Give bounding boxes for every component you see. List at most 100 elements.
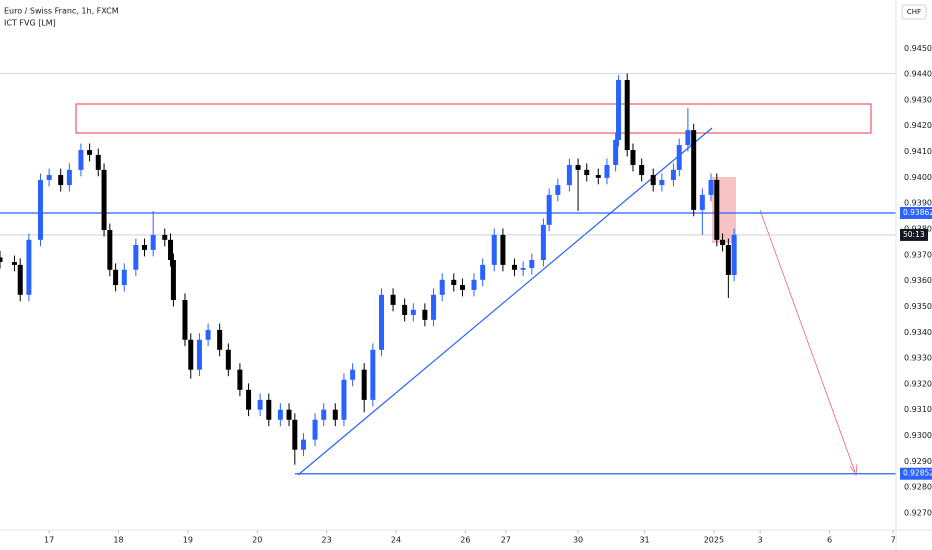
candle-body <box>78 149 84 170</box>
candle-body <box>11 262 17 265</box>
x-tick-label: 26 <box>460 536 470 545</box>
projection-arrow <box>759 209 856 473</box>
candle-body <box>237 369 243 390</box>
price-badge-label: 0.92852 <box>903 469 932 478</box>
candle-body <box>616 80 622 140</box>
indicator-name: ICT FVG [LM] <box>4 19 56 28</box>
currency-box[interactable] <box>901 4 927 20</box>
candle-body <box>676 145 682 170</box>
candle-body <box>113 269 119 286</box>
candle-body <box>402 304 408 315</box>
candle-body <box>575 164 581 170</box>
candle-body <box>714 179 720 240</box>
candle-body <box>370 349 376 400</box>
candle-body <box>595 175 601 178</box>
price-lines <box>0 73 896 475</box>
candle-body <box>142 244 148 250</box>
candle-body <box>58 175 64 186</box>
candle-body <box>659 179 665 186</box>
x-tick-label: 7 <box>891 536 896 545</box>
countdown-badge <box>900 228 928 241</box>
candle-body <box>390 294 396 305</box>
candle-body <box>471 279 477 290</box>
y-tick-label: 0.92700 <box>904 508 932 517</box>
candle-body <box>312 419 318 440</box>
candle-body <box>685 130 691 146</box>
candle-body <box>584 169 590 176</box>
candle-body <box>168 239 174 260</box>
candle-body <box>101 169 107 231</box>
countdown: 50:13 <box>903 230 925 239</box>
candle-body <box>451 279 457 286</box>
candle-body <box>555 185 561 195</box>
candle-body <box>292 419 298 450</box>
candle-body <box>410 309 416 315</box>
candle-body <box>217 329 223 350</box>
candle-body <box>107 230 113 270</box>
x-tick-label: 17 <box>44 536 54 545</box>
candle-body <box>286 409 292 420</box>
candle-body <box>350 369 356 380</box>
supply-zone <box>75 103 872 134</box>
candle-body <box>708 179 714 195</box>
candle-body <box>332 409 338 420</box>
trend-line <box>297 127 713 476</box>
candle-body <box>196 339 202 370</box>
candle-body <box>731 234 737 275</box>
x-tick-label: 30 <box>573 536 583 545</box>
candle-body <box>520 267 526 270</box>
candle-body <box>95 154 101 170</box>
candle-body <box>257 399 263 410</box>
candle-body <box>277 409 283 420</box>
candle-body <box>613 139 619 165</box>
price-badge <box>900 467 932 480</box>
candle-body <box>182 299 188 340</box>
candle-body <box>246 389 252 410</box>
arrow-head <box>849 463 858 476</box>
candle-body <box>670 169 676 180</box>
candle-body <box>205 329 211 340</box>
candle-body <box>225 349 231 370</box>
candle-body <box>529 259 535 268</box>
candle-body <box>422 309 428 320</box>
candle-body <box>500 234 506 265</box>
candle-body <box>720 239 726 245</box>
price-badge <box>900 206 932 219</box>
candle-body <box>170 259 176 300</box>
candle-body <box>491 234 497 265</box>
candle-body <box>66 169 72 186</box>
candle-body <box>266 399 272 420</box>
candle-body <box>17 264 23 295</box>
candle-body <box>604 164 610 178</box>
candle-body <box>650 175 656 186</box>
currency[interactable]: CHF <box>907 8 921 16</box>
x-tick-label: 24 <box>391 536 401 545</box>
candle-body <box>699 194 705 210</box>
candle-body <box>361 369 367 400</box>
candle-body <box>725 244 731 275</box>
candle-body <box>630 149 636 165</box>
x-tick-label: 3 <box>758 536 763 545</box>
candle-body <box>150 234 156 250</box>
candle-body <box>639 164 645 176</box>
x-tick-label: 6 <box>827 536 832 545</box>
candle-body <box>321 409 327 420</box>
candle-body <box>46 175 52 180</box>
candle-body <box>300 439 306 450</box>
candle-body <box>379 294 385 350</box>
candle-body <box>624 80 630 150</box>
